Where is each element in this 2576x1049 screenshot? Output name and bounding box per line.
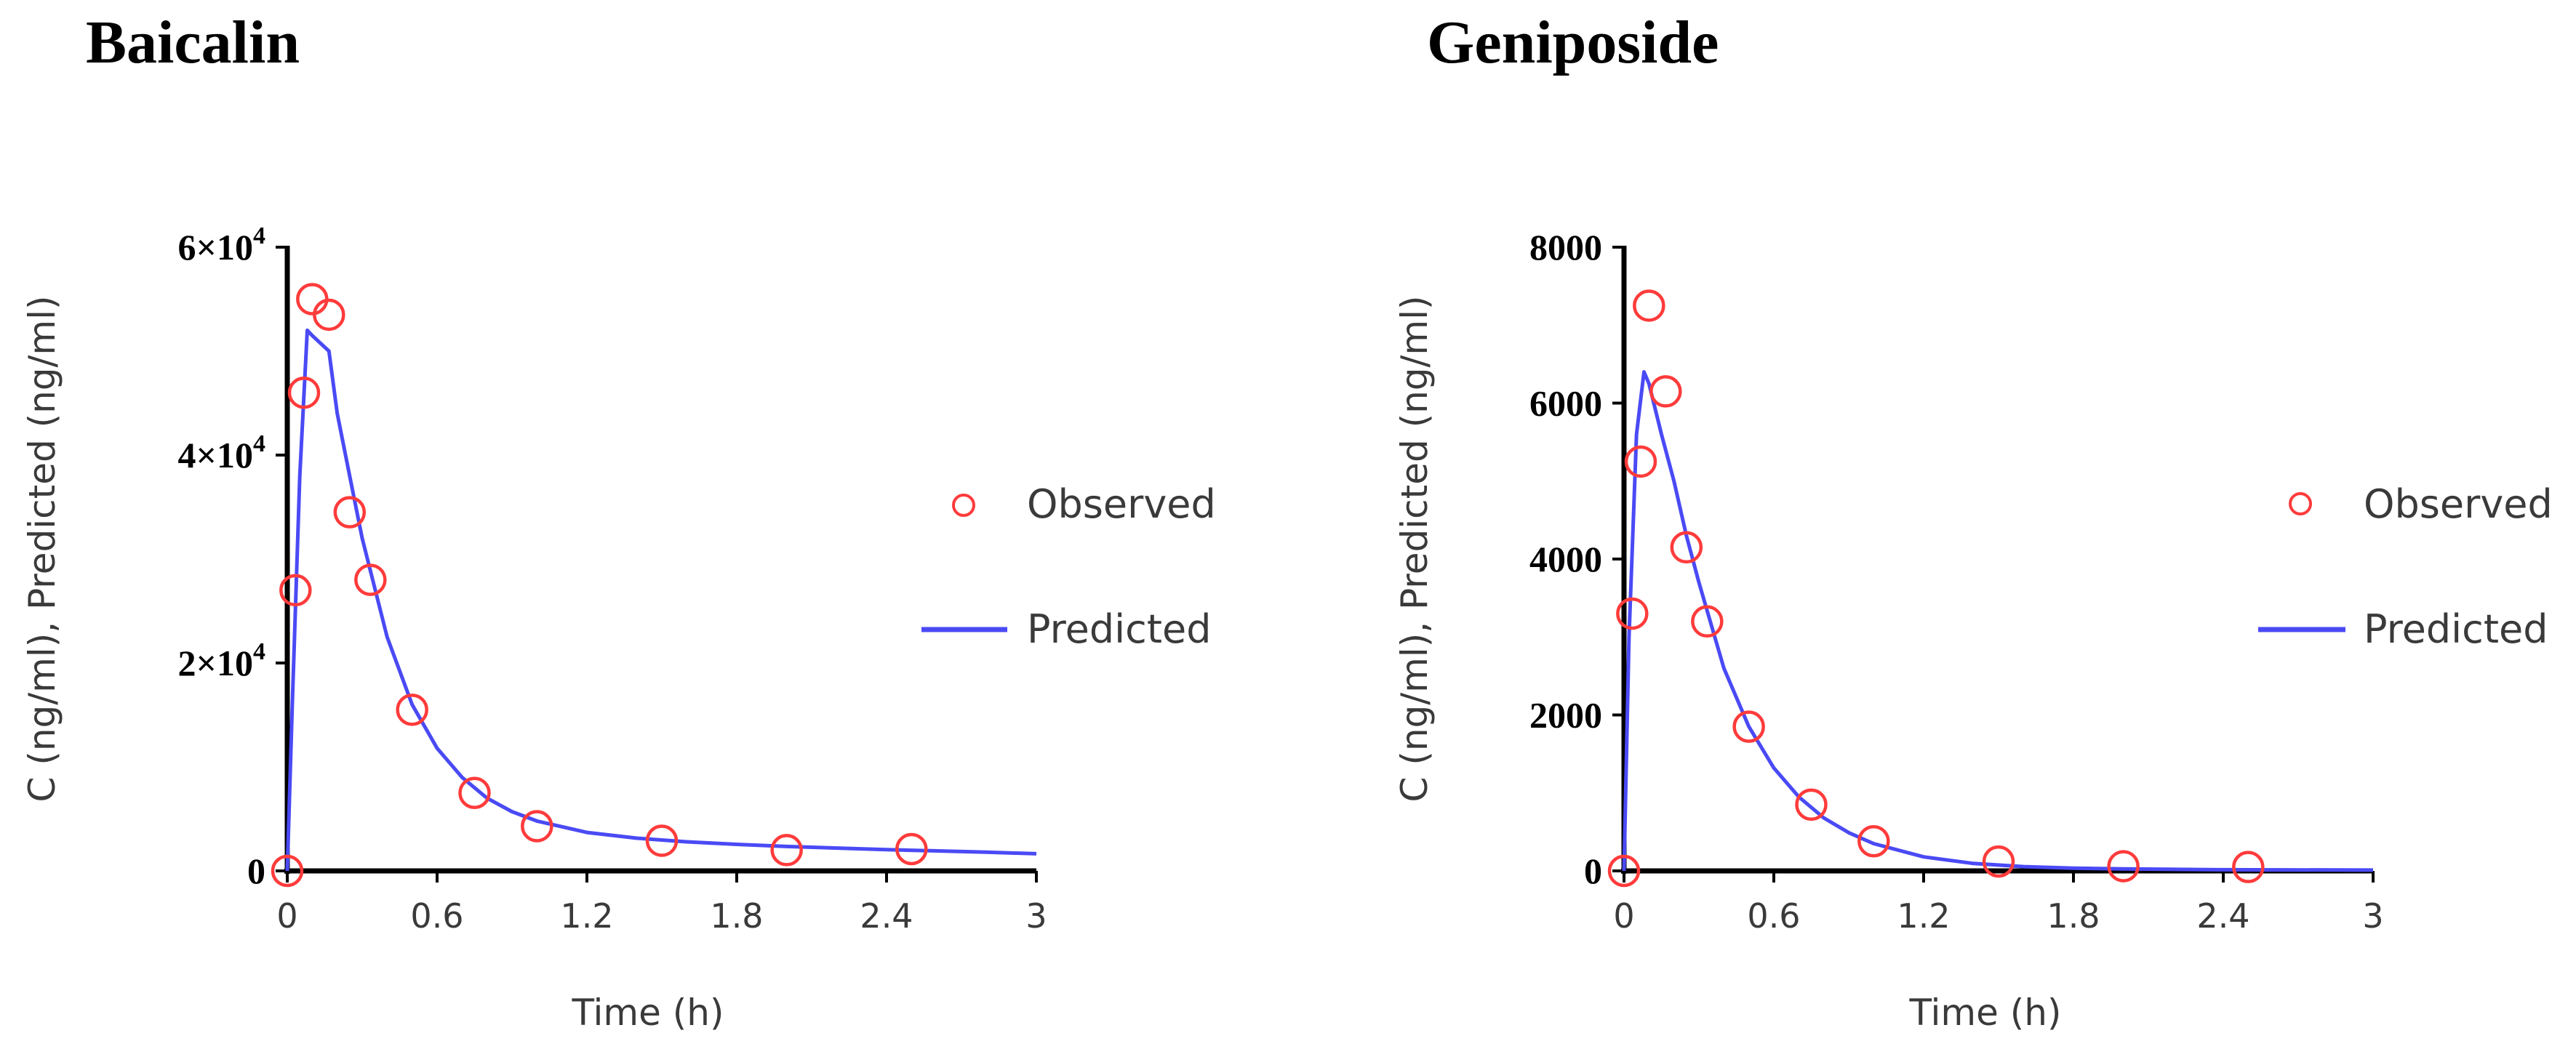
- x-tick-label: 1.2: [1897, 896, 1950, 936]
- chart-title: Geniposide: [1427, 9, 1719, 76]
- y-tick-label: 6000: [1529, 383, 1602, 424]
- observed-point: [313, 298, 345, 331]
- legend-predicted-label: Predicted: [2364, 606, 2548, 652]
- observed-point: [1616, 597, 1649, 630]
- x-tick-label: 0: [276, 896, 297, 936]
- observed-point: [354, 563, 387, 596]
- y-tick-label: 8000: [1529, 227, 1602, 268]
- x-tick-label: 3: [1025, 896, 1047, 936]
- x-tick-label: 1.8: [2047, 896, 2100, 936]
- observed-point: [1670, 531, 1703, 564]
- observed-point: [1795, 788, 1828, 821]
- x-axis-label: Time (h): [1909, 992, 2062, 1034]
- x-tick-label: 2.4: [2196, 896, 2249, 936]
- y-tick-label: 0: [1584, 851, 1602, 891]
- y-tick-label: 0: [247, 851, 265, 891]
- observed-point: [2107, 850, 2140, 883]
- x-tick-label: 0.6: [1747, 896, 1800, 936]
- observed-point: [1691, 605, 1724, 638]
- x-tick-label: 3: [2362, 896, 2383, 936]
- observed-point: [1982, 845, 2015, 878]
- x-tick-label: 0.6: [410, 896, 463, 936]
- observed-point: [770, 834, 803, 867]
- y-axis-label: C (ng/ml), Predicted (ng/ml): [1393, 296, 1436, 803]
- panel-baicalin: Baicalin C (ng/ml), Predicted (ng/ml) Ti…: [21, 9, 1216, 1034]
- observed-point: [645, 824, 679, 857]
- predicted-line: [1622, 370, 2374, 872]
- legend: Observed Predicted: [921, 481, 1216, 652]
- y-tick-label: 2000: [1529, 695, 1602, 736]
- observed-point: [895, 832, 928, 866]
- legend-observed-label: Observed: [2364, 481, 2553, 527]
- x-tick-label: 2.4: [860, 896, 913, 936]
- observed-point: [396, 694, 428, 726]
- observed-point: [271, 854, 304, 888]
- observed-point: [1649, 375, 1682, 408]
- observed-point: [1607, 854, 1641, 888]
- y-tick-label: 2×104: [178, 638, 266, 683]
- observed-point: [296, 283, 329, 315]
- y-tick-label: 6×104: [178, 222, 266, 268]
- predicted-line: [285, 328, 1037, 872]
- observed-point: [279, 574, 312, 607]
- x-tick-label: 0: [1613, 896, 1634, 936]
- observed-point: [287, 376, 321, 409]
- y-tick-label: 4000: [1529, 539, 1602, 579]
- legend-observed-marker: [2289, 492, 2312, 515]
- observed-point: [521, 810, 553, 843]
- chart-title: Baicalin: [86, 9, 300, 76]
- plot-area: 0 0.6 1.2 1.8 2.4 3 0 2×104 4×104 6×104: [178, 222, 1047, 936]
- legend-observed-label: Observed: [1027, 481, 1216, 527]
- legend-observed-marker: [952, 494, 975, 517]
- observed-point: [2232, 851, 2265, 883]
- observed-point: [458, 776, 491, 809]
- x-tick-label: 1.8: [710, 896, 763, 936]
- observed-point: [1624, 445, 1657, 478]
- legend: Observed Predicted: [2258, 481, 2553, 652]
- y-axis-label: C (ng/ml), Predicted (ng/ml): [21, 296, 63, 803]
- panel-geniposide: Geniposide C (ng/ml), Predicted (ng/ml) …: [1393, 9, 2553, 1034]
- x-tick-label: 1.2: [560, 896, 613, 936]
- legend-predicted-label: Predicted: [1027, 606, 1212, 652]
- observed-point: [1633, 289, 1665, 322]
- x-axis-label: Time (h): [572, 992, 724, 1034]
- plot-area: 0 0.6 1.2 1.8 2.4 3 0 2000 4000 6000 8000: [1529, 227, 2384, 936]
- observed-point: [1857, 824, 1890, 858]
- observed-point: [1732, 710, 1765, 743]
- observed-point: [333, 496, 367, 528]
- y-tick-label: 4×104: [178, 430, 266, 475]
